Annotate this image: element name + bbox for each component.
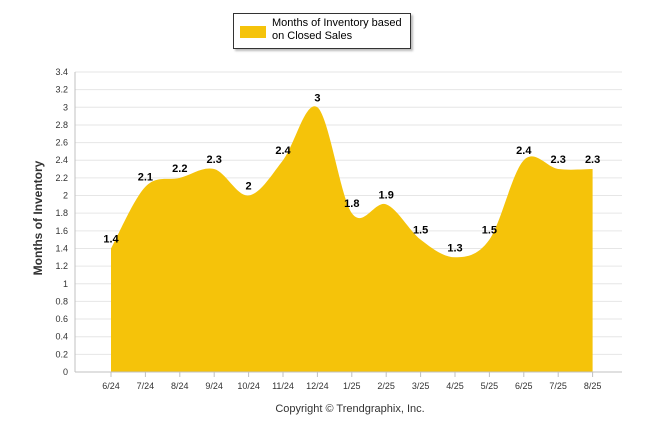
- x-tick-label: 5/25: [481, 381, 499, 391]
- data-label: 2.3: [207, 154, 222, 166]
- y-tick-label: 0.6: [55, 314, 68, 324]
- data-label: 2.4: [275, 145, 291, 157]
- x-tick-label: 4/25: [446, 381, 464, 391]
- y-tick-label: 1.8: [55, 208, 68, 218]
- data-label: 2.1: [138, 172, 153, 184]
- x-tick-labels: 6/24 7/24 8/24 9/24 10/24 11/24 12/24 1/25 2/25 3…: [102, 381, 601, 391]
- x-tick-label: 1/25: [343, 381, 361, 391]
- x-tick-label: 10/24: [237, 381, 260, 391]
- x-tick-label: 3/25: [412, 381, 430, 391]
- y-tick-label: 0.8: [55, 296, 68, 306]
- x-tick-label: 9/24: [205, 381, 223, 391]
- data-label: 1.9: [379, 189, 394, 201]
- data-label: 2.4: [516, 145, 532, 157]
- y-tick-label: 3.2: [55, 85, 68, 95]
- data-labels: 1.4 2.1 2.2 2.3 2 2.4 3 1.8 1.9 1.5 1.3 1.5 2.4 2.3 2.…: [103, 92, 600, 254]
- x-tick-label: 6/25: [515, 381, 533, 391]
- data-label: 3: [314, 92, 320, 104]
- x-tick-label: 2/25: [377, 381, 395, 391]
- legend: Months of Inventory based on Closed Sale…: [233, 13, 411, 49]
- data-label: 2.3: [585, 154, 600, 166]
- y-tick-label: 3.4: [55, 67, 68, 77]
- y-tick-label: 1: [63, 279, 68, 289]
- x-tick-label: 7/24: [137, 381, 155, 391]
- y-tick-label: 1.6: [55, 226, 68, 236]
- x-tick-label: 8/24: [171, 381, 189, 391]
- legend-swatch: [240, 26, 266, 38]
- y-tick-label: 2.4: [55, 155, 68, 165]
- data-label: 1.3: [447, 242, 462, 254]
- data-label: 1.8: [344, 198, 359, 210]
- y-tick-label: 2.8: [55, 120, 68, 130]
- y-tick-label: 2: [63, 191, 68, 201]
- legend-label: Months of Inventory based on Closed Sale…: [272, 17, 402, 42]
- area-series: [111, 106, 593, 372]
- y-tick-label: 0.2: [55, 349, 68, 359]
- x-tick-label: 11/24: [272, 381, 294, 391]
- data-label: 1.5: [482, 225, 497, 237]
- data-label: 1.5: [413, 225, 428, 237]
- area-fill: [111, 106, 593, 372]
- y-tick-label: 3: [63, 102, 68, 112]
- x-tick-label: 7/25: [549, 381, 567, 391]
- x-tick-label: 8/25: [584, 381, 602, 391]
- data-label: 1.4: [103, 233, 119, 245]
- data-label: 2.3: [551, 154, 566, 166]
- data-label: 2.2: [172, 163, 187, 175]
- data-label: 2: [246, 181, 252, 193]
- y-axis-label: Months of Inventory: [31, 160, 45, 275]
- y-tick-label: 2.2: [55, 173, 68, 183]
- y-tick-label: 2.6: [55, 138, 68, 148]
- copyright-text: Copyright © Trendgraphix, Inc.: [275, 403, 425, 415]
- y-tick-label: 0: [63, 367, 68, 377]
- y-tick-label: 0.4: [55, 332, 68, 342]
- x-tick-label: 12/24: [306, 381, 329, 391]
- y-tick-label: 1.2: [55, 261, 68, 271]
- y-tick-label: 1.4: [55, 243, 68, 253]
- x-tick-label: 6/24: [102, 381, 120, 391]
- axes: [74, 72, 622, 377]
- y-tick-labels: 0 0.2 0.4 0.6 0.8 1 1.2 1.4 1.6 1.8 2 2.2 2.4 2.6 2.8 3…: [55, 67, 68, 377]
